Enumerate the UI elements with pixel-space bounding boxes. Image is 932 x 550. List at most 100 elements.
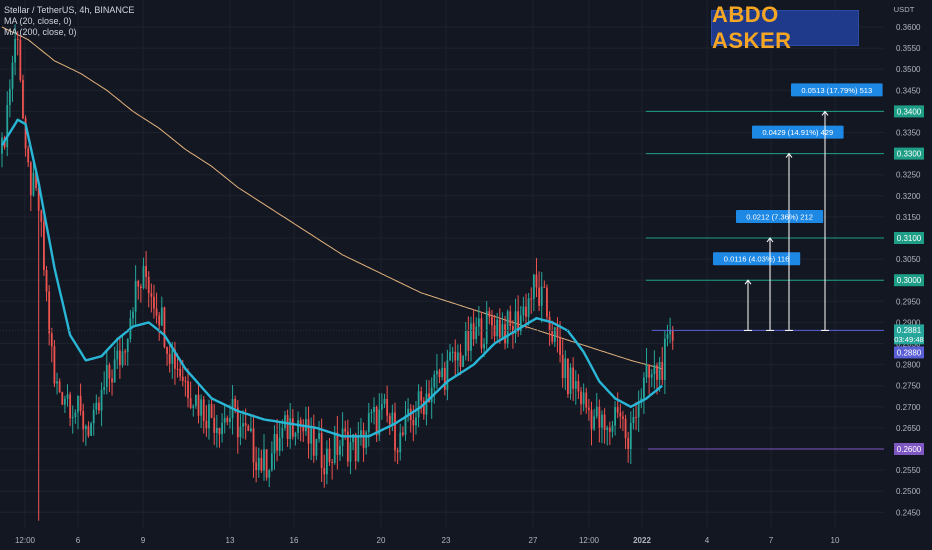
candle-body	[394, 412, 396, 451]
x-tick-label: 23	[442, 536, 451, 545]
candle-body	[98, 402, 100, 411]
candle-body	[619, 412, 622, 417]
candle-body	[443, 367, 446, 390]
support-price-tag-label: 0.2600	[897, 445, 922, 454]
x-tick-label: 12:00	[15, 536, 36, 545]
candle-body	[168, 353, 171, 364]
candle-body	[187, 381, 189, 399]
prev-close-tag-label: 0.2880	[897, 348, 922, 357]
candle-body	[666, 334, 669, 339]
candle-body	[239, 426, 242, 438]
candle-body	[48, 291, 51, 334]
candle-body	[446, 360, 449, 390]
candle-body	[221, 422, 223, 435]
candle-body	[661, 362, 664, 380]
candle-body	[268, 470, 271, 478]
y-tick-label: 0.2900	[896, 318, 921, 327]
y-tick-label: 0.3250	[896, 171, 921, 180]
candle-body	[381, 403, 383, 410]
candle-body	[252, 428, 255, 463]
candle-body	[357, 437, 360, 462]
candle-body	[208, 404, 210, 429]
candle-body	[273, 434, 276, 454]
candle-body	[637, 402, 640, 418]
candle-body	[37, 188, 40, 211]
candle-body	[32, 172, 35, 196]
candle-body	[441, 367, 444, 378]
candle-body	[480, 318, 483, 349]
candle-body	[257, 457, 260, 471]
candle-body	[629, 422, 632, 449]
candle-body	[386, 398, 389, 416]
candle-body	[459, 352, 462, 367]
candle-body	[595, 406, 598, 417]
candle-body	[509, 311, 512, 326]
candle-body	[598, 406, 601, 428]
candle-body	[213, 417, 216, 433]
brand-badge: ABDO ASKER	[711, 2, 859, 53]
ma20-line	[0, 118, 663, 438]
candle-body	[430, 387, 433, 403]
measure-label-box	[791, 83, 883, 97]
candle-body	[467, 330, 470, 351]
candle-body	[530, 298, 533, 300]
target-price-tag-label: 0.3000	[897, 276, 922, 285]
measure-arrow-head	[821, 110, 829, 116]
candle-body	[56, 381, 58, 384]
target-price-tag	[894, 274, 924, 287]
candle-body	[87, 425, 90, 436]
candle-body	[658, 362, 661, 380]
target-price-tag	[894, 232, 924, 244]
candle-body	[108, 364, 111, 379]
candle-body	[404, 415, 407, 435]
candles	[1, 24, 674, 521]
candle-body	[124, 351, 127, 353]
candle-body	[14, 39, 16, 63]
candle-body	[176, 368, 179, 370]
candle-body	[16, 39, 19, 41]
candle-body	[512, 325, 514, 335]
candle-body	[74, 412, 77, 418]
y-tick-label: 0.2550	[896, 466, 921, 475]
candle-body	[66, 394, 69, 399]
candle-body	[24, 118, 27, 149]
candle-body	[572, 367, 575, 389]
x-tick-label: 27	[529, 536, 538, 545]
candle-body	[606, 427, 609, 430]
measure-label: 0.0212 (7.36%) 212	[746, 213, 813, 222]
candle-body	[367, 413, 370, 433]
candle-body	[100, 389, 103, 411]
candle-body	[307, 419, 310, 444]
candle-body	[551, 331, 554, 342]
x-tick-label: 7	[769, 536, 774, 545]
candle-body	[360, 430, 362, 438]
candle-body	[29, 162, 32, 196]
candle-body	[289, 418, 292, 439]
measure-arrow-head	[785, 152, 793, 158]
candle-body	[320, 433, 323, 469]
y-tick-label: 0.3200	[896, 192, 921, 201]
candle-body	[250, 428, 252, 432]
current-price-tag	[894, 324, 924, 345]
y-tick-label: 0.2650	[896, 424, 921, 433]
target-price-tag	[894, 105, 924, 118]
candle-body	[11, 62, 14, 89]
x-tick-label: 6	[76, 536, 81, 545]
candle-body	[263, 449, 265, 471]
support-price-tag	[894, 443, 924, 455]
candle-body	[370, 412, 373, 414]
candle-body	[373, 406, 375, 413]
candle-body	[420, 391, 423, 401]
candle-body	[137, 281, 140, 287]
x-axis: 12:00 6 9 13 16 20 23 27 12:00 2022 4 7 10	[15, 536, 840, 545]
candle-body	[580, 391, 582, 405]
candle-body	[632, 416, 635, 423]
ma20-label: MA (20, close, 0)	[4, 16, 72, 26]
candle-body	[399, 432, 402, 453]
y-tick-label: 0.2500	[896, 487, 921, 496]
candle-body	[365, 432, 368, 448]
candle-body	[585, 392, 588, 408]
candle-body	[132, 311, 134, 319]
